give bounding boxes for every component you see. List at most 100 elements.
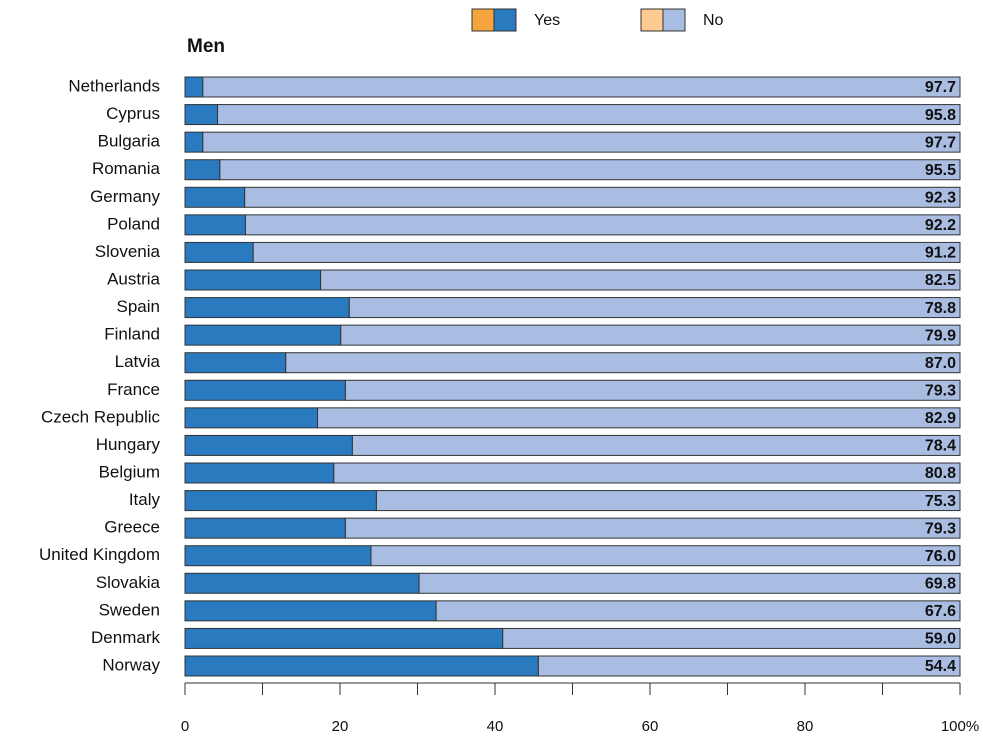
value-label: 79.3 [925,383,956,400]
bar [184,490,377,512]
bar [184,76,204,98]
y-tick-label: France [107,380,160,399]
y-tick-label: United Kingdom [39,545,160,564]
y-tick-label: Belgium [99,462,160,481]
bar [184,407,319,429]
bar [244,186,961,208]
y-tick-label: Hungary [96,435,161,454]
bar [184,572,420,594]
value-label: 59.0 [925,631,956,648]
x-tick-label: 60 [642,718,659,735]
bar [184,517,346,539]
bar [184,186,246,208]
bar [317,407,961,429]
value-label: 54.4 [925,658,956,675]
y-tick-label: Netherlands [68,76,160,95]
value-label: 82.5 [925,272,956,289]
bar [184,379,346,401]
value-label: 79.3 [925,520,956,537]
bar [184,600,437,622]
value-label: 69.8 [925,576,956,593]
value-label: 76.0 [925,548,956,565]
bar [184,462,335,484]
bar [184,241,254,263]
value-label: 78.8 [925,300,956,317]
bar [184,352,287,374]
value-label: 97.7 [925,134,956,151]
bar [202,131,961,153]
bar [435,600,961,622]
bar [348,297,961,319]
bar [184,324,342,346]
y-tick-label: Czech Republic [41,407,161,426]
x-tick-label: 80 [797,718,814,735]
bar [502,627,961,649]
value-label: 82.9 [925,410,956,427]
bar [285,352,961,374]
y-tick-label: Austria [107,269,160,288]
y-tick-label: Bulgaria [98,132,161,151]
bar [370,545,961,567]
bar [333,462,961,484]
value-label: 95.5 [925,162,956,179]
y-tick-label: Greece [104,518,160,537]
x-tick-label: 40 [487,718,504,735]
y-tick-label: Spain [117,297,160,316]
bar [184,545,372,567]
bar [184,269,322,291]
y-tick-label: Sweden [99,600,160,619]
bar [351,434,961,456]
y-tick-label: Poland [107,214,160,233]
chart-title: Men [187,36,225,57]
bar [340,324,961,346]
x-tick-label: 100% [941,718,979,735]
y-tick-label: Norway [102,655,160,674]
bar [184,297,350,319]
bar [184,104,219,126]
value-label: 78.4 [925,438,956,455]
value-label: 97.7 [925,79,956,96]
bar [184,131,204,153]
legend-swatch [662,8,686,32]
bar [375,490,961,512]
legend-label: Yes [534,12,560,29]
y-tick-label: Germany [90,187,160,206]
bar [244,214,961,236]
bar [184,159,221,181]
x-tick-label: 0 [181,718,189,735]
bar [219,159,961,181]
y-tick-label: Slovenia [95,242,161,261]
bar [537,655,961,677]
x-tick-label: 20 [332,718,349,735]
value-label: 91.2 [925,245,956,262]
y-tick-label: Cyprus [106,104,160,123]
value-label: 87.0 [925,355,956,372]
y-tick-label: Italy [129,490,161,509]
value-label: 95.8 [925,107,956,124]
legend-swatch [471,8,495,32]
value-label: 92.3 [925,190,956,207]
y-tick-label: Finland [104,325,160,344]
value-label: 80.8 [925,465,956,482]
bar [252,241,961,263]
y-tick-label: Denmark [91,628,160,647]
bar [418,572,961,594]
bar [184,434,353,456]
legend-swatch [493,8,517,32]
legend-swatch [640,8,664,32]
bar [320,269,961,291]
bar [184,214,246,236]
bar [184,627,504,649]
bar [184,655,539,677]
bar [217,104,961,126]
legend-label: No [703,12,724,29]
bar [344,517,961,539]
value-label: 79.9 [925,327,956,344]
value-label: 92.2 [925,217,956,234]
y-tick-label: Latvia [115,352,161,371]
bar [344,379,961,401]
value-label: 67.6 [925,603,956,620]
y-tick-label: Romania [92,159,161,178]
value-label: 75.3 [925,493,956,510]
